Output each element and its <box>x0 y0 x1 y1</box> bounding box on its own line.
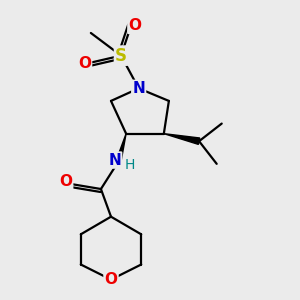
Text: O: O <box>104 272 118 287</box>
Text: S: S <box>115 46 127 64</box>
Polygon shape <box>116 134 126 162</box>
Text: O: O <box>128 18 141 33</box>
Text: O: O <box>59 174 72 189</box>
Text: N: N <box>108 153 121 168</box>
Text: N: N <box>132 81 145 96</box>
Text: H: H <box>125 158 135 172</box>
Text: O: O <box>78 56 91 71</box>
Polygon shape <box>164 134 200 144</box>
